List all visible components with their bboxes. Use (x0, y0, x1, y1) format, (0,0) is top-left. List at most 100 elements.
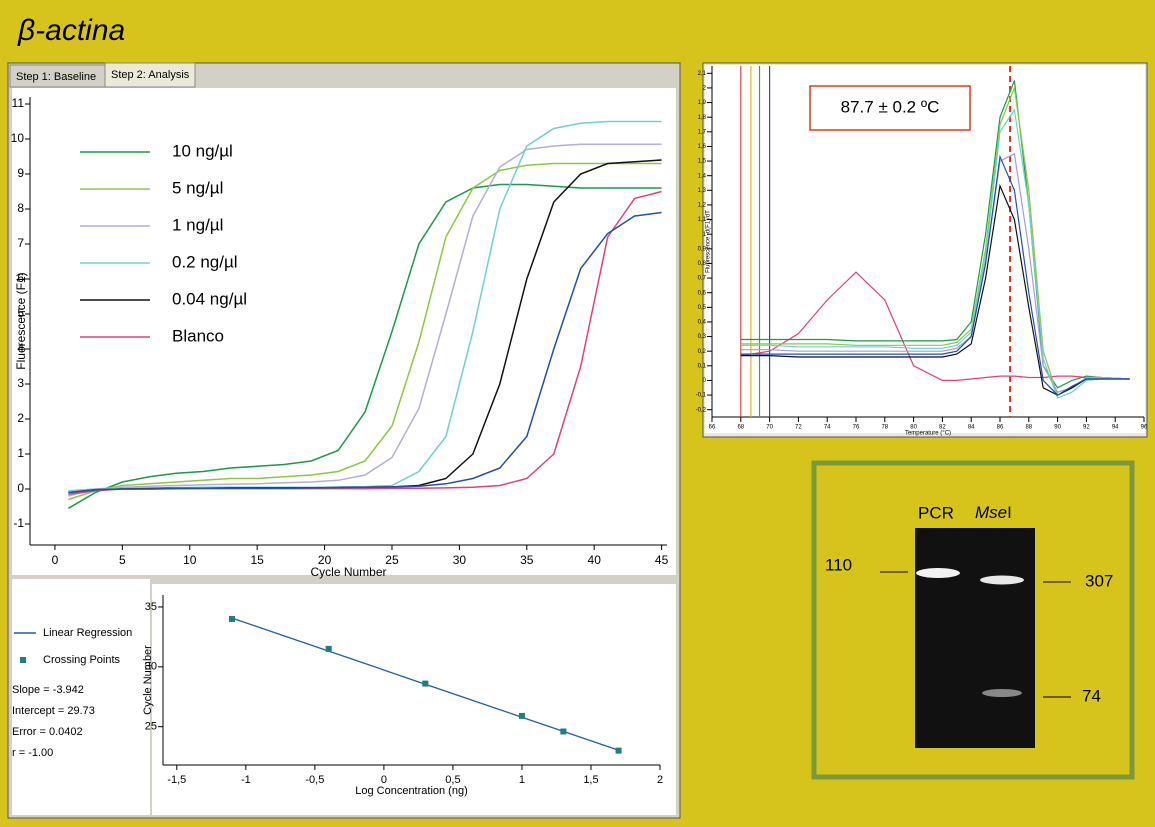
x-tick-label: 1,5 (583, 774, 598, 786)
y-tick-label: 25 (145, 721, 157, 733)
x-tick-label: 86 (997, 425, 1004, 431)
y-tick-label: 11 (12, 96, 25, 110)
page: {"title": "β-actina", "tabs": ["Step 1: … (0, 0, 1155, 827)
x-tick-label: -1,5 (167, 774, 186, 786)
x-tick-label: 96 (1141, 425, 1148, 431)
y-tick-label: 3 (17, 376, 24, 390)
y-tick-label: 1,4 (698, 173, 707, 179)
x-tick-label: 78 (881, 425, 888, 431)
x-tick-label: -0,5 (305, 774, 324, 786)
x-tick-label: 45 (655, 553, 669, 567)
y-tick-label: 8 (17, 201, 24, 215)
x-axis-title: Log Concentration (ng) (355, 785, 468, 797)
size-label: 307 (1085, 571, 1113, 590)
x-tick-label: 68 (737, 425, 744, 431)
y-tick-label: -1 (13, 516, 24, 530)
y-axis-title: Cycle Number (142, 645, 154, 715)
legend-label: 0.04 ng/µl (172, 289, 247, 308)
y-tick-label: 0,3 (698, 334, 707, 340)
crossing-point (616, 748, 622, 754)
y-tick-label: 0 (17, 481, 24, 495)
stat-label: Slope = -3.942 (12, 684, 84, 696)
legend-label: Blanco (172, 326, 224, 345)
x-tick-label: 70 (766, 425, 773, 431)
x-tick-label: -1 (241, 774, 251, 786)
x-axis-title: Temperature (°C) (905, 431, 951, 437)
y-tick-label: 0,7 (698, 276, 707, 282)
tab-label: Step 1: Baseline (16, 71, 96, 83)
x-tick-label: 15 (250, 553, 264, 567)
x-tick-label: 84 (968, 425, 975, 431)
legend-label: Crossing Points (43, 654, 121, 666)
band (980, 576, 1024, 585)
y-tick-label: 0,2 (698, 349, 707, 355)
x-tick-label: 88 (1025, 425, 1032, 431)
y-tick-label: 2 (17, 411, 24, 425)
lane-label-part: I (1007, 503, 1012, 522)
x-tick-label: 94 (1112, 425, 1119, 431)
crossing-point (326, 646, 332, 652)
x-tick-label: 76 (853, 425, 860, 431)
figure-title: β-actina (17, 14, 125, 47)
y-tick-label: -0,1 (696, 393, 707, 399)
band (916, 568, 960, 578)
y-tick-label: 0,4 (698, 320, 707, 326)
x-tick-label: 30 (453, 553, 467, 567)
x-tick-label: 40 (588, 553, 602, 567)
figure: β-actina Step 1: Baseline Step 2: Analys… (0, 0, 1155, 827)
y-tick-label: 1 (17, 446, 24, 460)
plot-area (12, 88, 676, 575)
sidebar (12, 579, 150, 815)
legend-label: 5 ng/µl (172, 178, 223, 197)
band (982, 689, 1022, 697)
y-tick-label: 1,7 (698, 129, 707, 135)
y-tick-label: 1,5 (698, 159, 707, 165)
y-tick-label: 35 (145, 601, 157, 613)
y-tick-label: 7 (17, 236, 24, 250)
x-tick-label: 2 (657, 774, 663, 786)
y-tick-label: 1,8 (698, 115, 707, 121)
gel-image (915, 528, 1035, 748)
y-tick-label: 2,1 (698, 71, 707, 77)
x-axis-title: Cycle Number (310, 565, 386, 579)
legend-swatch (20, 657, 26, 663)
lane-label: MseI (975, 503, 1012, 522)
y-tick-label: 1,6 (698, 144, 707, 150)
y-tick-label: 1,9 (698, 100, 707, 106)
x-tick-label: 25 (385, 553, 399, 567)
crossing-point (422, 681, 428, 687)
legend-label: 10 ng/µl (172, 141, 233, 160)
stat-label: Intercept = 29.73 (12, 705, 95, 717)
tab-label: Step 2: Analysis (111, 69, 190, 81)
x-tick-label: 1 (519, 774, 525, 786)
x-tick-label: 66 (709, 425, 716, 431)
y-tick-label: 0,6 (698, 290, 707, 296)
y-tick-label: -0,2 (696, 407, 707, 413)
y-tick-label: 9 (17, 166, 24, 180)
x-tick-label: 74 (824, 425, 831, 431)
x-tick-label: 0 (52, 553, 59, 567)
legend-label: Linear Regression (43, 627, 132, 639)
crossing-point (229, 616, 235, 622)
x-tick-label: 5 (119, 553, 126, 567)
stat-label: Error = 0.0402 (12, 726, 83, 738)
y-tick-label: 1,2 (698, 203, 707, 209)
stat-label: r = -1.00 (12, 747, 53, 759)
x-tick-label: 92 (1083, 425, 1090, 431)
y-tick-label: 0,1 (698, 363, 707, 369)
x-tick-label: 90 (1054, 425, 1061, 431)
lane-label-part: Mse (975, 503, 1007, 522)
x-tick-label: 10 (183, 553, 197, 567)
y-tick-label: 1,3 (698, 188, 707, 194)
annotation: 87.7 ± 0.2 ºC (841, 97, 940, 116)
y-axis-title: Fluorescence (F1) (14, 272, 28, 369)
x-tick-label: 72 (795, 425, 802, 431)
size-label: 74 (1082, 686, 1101, 705)
y-tick-label: 10 (11, 131, 25, 145)
crossing-point (519, 713, 525, 719)
size-label: 110 (825, 555, 852, 574)
lane-label: PCR (918, 503, 954, 522)
crossing-point (560, 728, 566, 734)
y-axis-title: Fluorescence -d(F1)/dT (706, 210, 712, 273)
legend-label: 0.2 ng/µl (172, 252, 238, 271)
